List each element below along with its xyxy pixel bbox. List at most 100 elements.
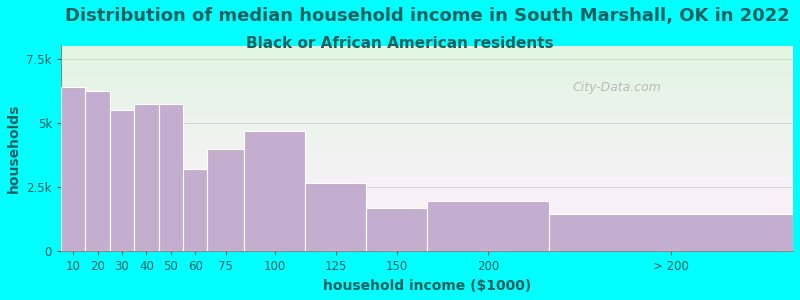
Bar bbox=[61, 154, 793, 155]
Bar bbox=[61, 112, 793, 113]
Bar bbox=[61, 152, 793, 153]
Bar bbox=[61, 91, 793, 92]
Bar bbox=[61, 82, 793, 83]
Bar bbox=[61, 215, 793, 217]
Bar bbox=[61, 57, 793, 58]
Bar bbox=[61, 194, 793, 195]
Bar bbox=[61, 97, 793, 98]
Bar bbox=[61, 201, 793, 202]
Bar bbox=[61, 244, 793, 245]
Bar bbox=[61, 187, 793, 188]
Bar bbox=[61, 75, 793, 76]
Bar bbox=[61, 162, 793, 163]
Bar bbox=[61, 235, 793, 236]
Bar bbox=[61, 220, 793, 222]
Bar bbox=[61, 109, 793, 110]
Bar bbox=[61, 87, 86, 251]
Bar bbox=[61, 73, 793, 74]
Bar bbox=[61, 56, 793, 57]
Bar bbox=[61, 219, 793, 220]
Bar bbox=[61, 240, 793, 241]
Bar bbox=[61, 116, 793, 117]
Bar bbox=[61, 199, 793, 200]
Bar bbox=[61, 63, 793, 64]
Bar bbox=[61, 218, 793, 219]
Y-axis label: households: households bbox=[7, 104, 21, 194]
Bar bbox=[61, 210, 793, 211]
Bar bbox=[244, 131, 305, 251]
Bar bbox=[61, 144, 793, 145]
Bar bbox=[61, 184, 793, 185]
Bar bbox=[61, 181, 793, 182]
Bar bbox=[61, 236, 793, 237]
Bar bbox=[61, 183, 793, 184]
Bar bbox=[61, 234, 793, 235]
Bar bbox=[61, 122, 793, 123]
Bar bbox=[61, 203, 793, 204]
Bar bbox=[61, 157, 793, 158]
Bar bbox=[61, 232, 793, 233]
Bar bbox=[61, 135, 793, 136]
Bar bbox=[61, 237, 793, 238]
Bar bbox=[61, 70, 793, 72]
Bar bbox=[61, 242, 793, 243]
Bar bbox=[61, 169, 793, 170]
Bar bbox=[61, 196, 793, 197]
Bar bbox=[61, 166, 793, 167]
Bar bbox=[61, 103, 793, 104]
Bar bbox=[61, 176, 793, 178]
Bar bbox=[61, 61, 793, 62]
Bar bbox=[61, 206, 793, 207]
Bar bbox=[61, 173, 793, 174]
Bar bbox=[61, 248, 793, 249]
Bar bbox=[61, 156, 793, 157]
Bar bbox=[61, 204, 793, 205]
Bar bbox=[61, 222, 793, 223]
Bar bbox=[61, 100, 793, 101]
Bar bbox=[61, 200, 793, 201]
Bar bbox=[61, 121, 793, 122]
Bar bbox=[61, 52, 793, 53]
Bar bbox=[61, 239, 793, 240]
Bar bbox=[61, 230, 793, 231]
Bar bbox=[61, 148, 793, 149]
Bar bbox=[61, 62, 793, 63]
Bar bbox=[61, 229, 793, 230]
Bar bbox=[61, 165, 793, 166]
Bar bbox=[61, 59, 793, 60]
Bar bbox=[61, 217, 793, 218]
Bar bbox=[61, 132, 793, 133]
Bar bbox=[61, 171, 793, 172]
Bar bbox=[61, 179, 793, 181]
Bar bbox=[61, 80, 793, 81]
Bar bbox=[305, 183, 366, 251]
Bar bbox=[61, 195, 793, 196]
Bar bbox=[61, 167, 793, 168]
Bar bbox=[61, 168, 793, 169]
Bar bbox=[61, 160, 793, 161]
Bar bbox=[61, 178, 793, 179]
Bar bbox=[61, 149, 793, 150]
Bar bbox=[61, 81, 793, 82]
Bar bbox=[61, 129, 793, 130]
Bar bbox=[61, 54, 793, 55]
Bar bbox=[61, 64, 793, 65]
Bar bbox=[61, 140, 793, 142]
Bar bbox=[110, 110, 134, 251]
Bar bbox=[61, 111, 793, 112]
Bar bbox=[61, 191, 793, 192]
Bar bbox=[61, 49, 793, 50]
Bar bbox=[134, 104, 158, 251]
Bar bbox=[61, 90, 793, 91]
Bar bbox=[61, 172, 793, 173]
Bar bbox=[61, 245, 793, 246]
Bar bbox=[61, 145, 793, 146]
Bar bbox=[61, 238, 793, 239]
Bar bbox=[61, 50, 793, 51]
Bar bbox=[61, 46, 793, 47]
Bar bbox=[61, 153, 793, 154]
Bar bbox=[61, 119, 793, 120]
Bar bbox=[158, 104, 183, 251]
Bar bbox=[61, 85, 793, 86]
Bar bbox=[61, 243, 793, 244]
